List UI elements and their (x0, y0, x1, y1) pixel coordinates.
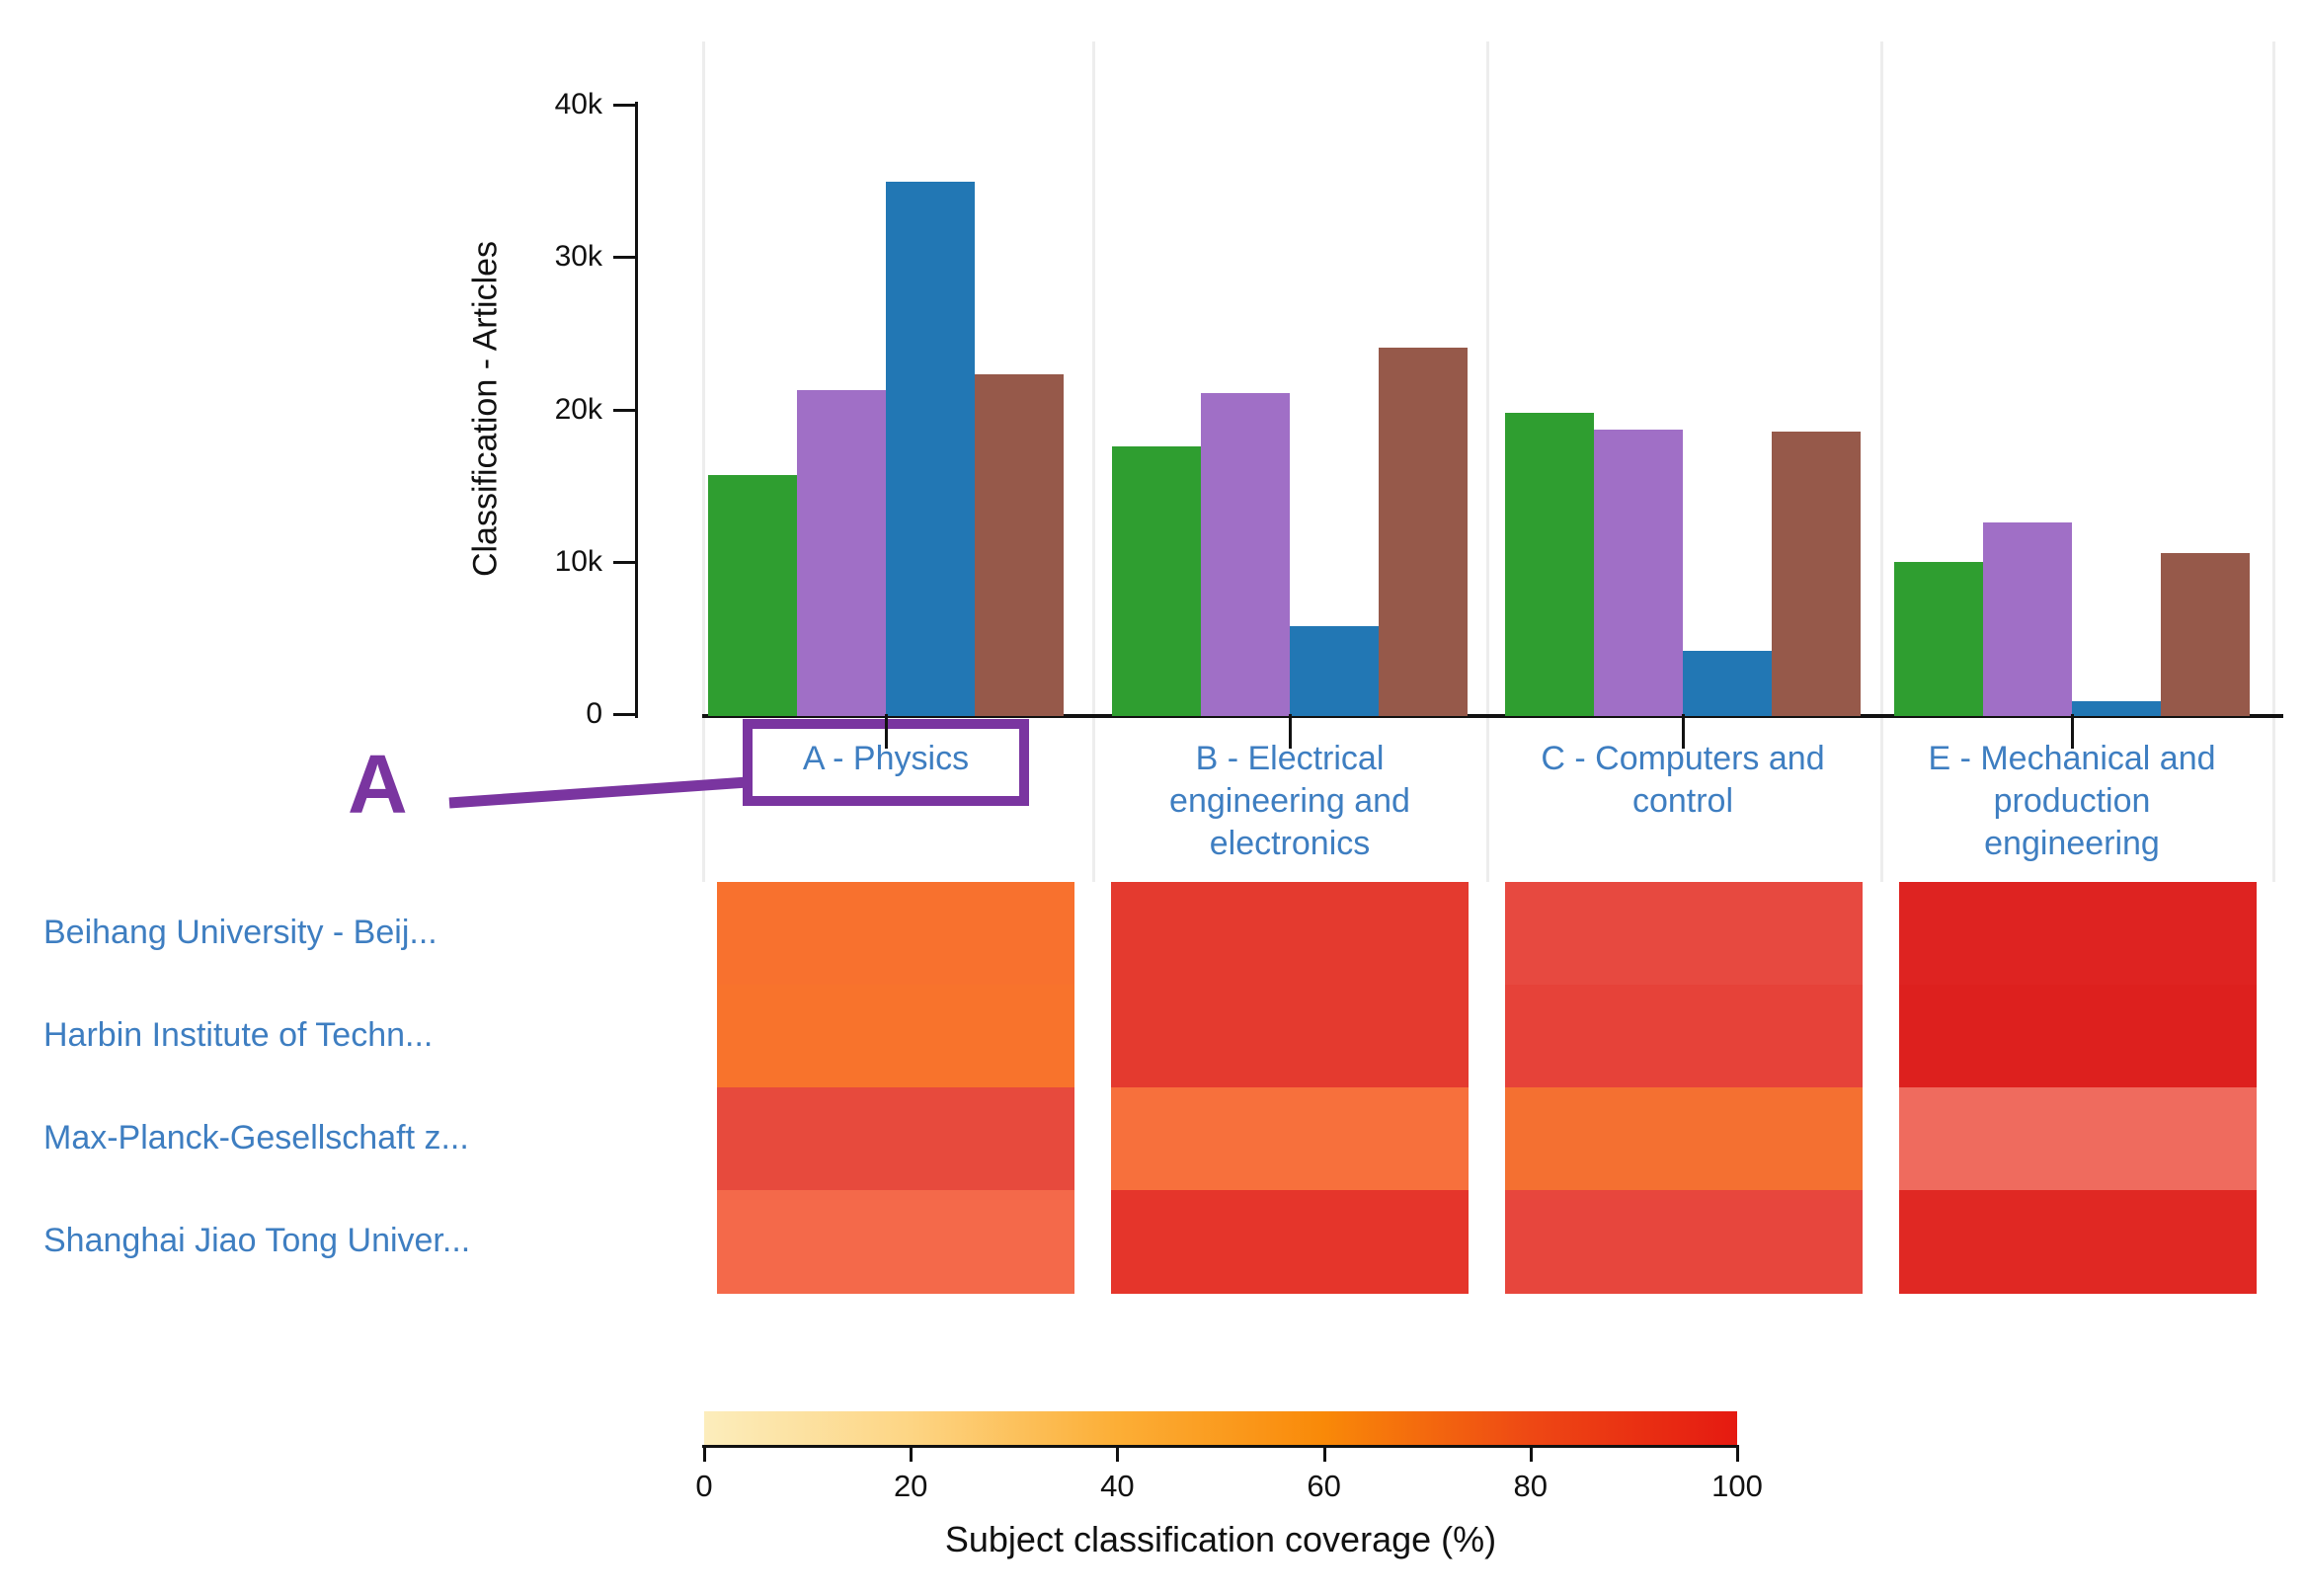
heatmap-cell-r1-c2[interactable] (1111, 882, 1469, 985)
category-label-line: A - Physics (802, 740, 970, 777)
bar-purple-cat-4[interactable] (1983, 522, 2072, 716)
category-label-line: B - Electrical (1195, 740, 1385, 777)
heatmap-row-label-1[interactable]: Beihang University - Beij... (43, 914, 437, 951)
category-separator-gridline (2272, 41, 2275, 882)
y-axis-title: Classification - Articles (466, 240, 505, 578)
bar-green-cat-2[interactable] (1112, 446, 1201, 716)
category-separator-gridline (1486, 41, 1489, 882)
colorbar-tick (1322, 1448, 1326, 1462)
colorbar-tick (1736, 1448, 1739, 1462)
bar-brown-cat-3[interactable] (1772, 432, 1861, 716)
heatmap-cell-r4-c4[interactable] (1899, 1190, 2257, 1294)
category-label-4[interactable]: E - Mechanical and production engineering (1865, 738, 2279, 865)
category-separator-gridline (1092, 41, 1095, 882)
colorbar-tick (703, 1448, 706, 1462)
y-axis-tick (613, 256, 635, 260)
y-axis-tick-label: 40k (554, 88, 602, 120)
heatmap-cell-r1-c1[interactable] (717, 882, 1074, 985)
colorbar-tick (1116, 1448, 1120, 1462)
heatmap-cell-r3-c1[interactable] (717, 1087, 1074, 1190)
x-axis-tick (1682, 714, 1685, 749)
heatmap-row-label-4[interactable]: Shanghai Jiao Tong Univer... (43, 1222, 471, 1259)
heatmap-cell-r2-c4[interactable] (1899, 985, 2257, 1087)
bar-blue-cat-2[interactable] (1290, 626, 1379, 716)
heatmap-row-label-3[interactable]: Max-Planck-Gesellschaft z... (43, 1119, 469, 1157)
heatmap-cell-r4-c2[interactable] (1111, 1190, 1469, 1294)
category-label-line: production (1993, 782, 2151, 820)
bar-brown-cat-1[interactable] (975, 374, 1064, 716)
heatmap-row-label-2[interactable]: Harbin Institute of Techn... (43, 1016, 434, 1054)
bar-blue-cat-1[interactable] (886, 182, 975, 716)
bar-purple-cat-2[interactable] (1201, 393, 1290, 716)
colorbar-axis-line (702, 1445, 1739, 1448)
heatmap-cell-r1-c3[interactable] (1505, 882, 1863, 985)
category-label-3[interactable]: C - Computers and control (1475, 738, 1890, 823)
category-label-line: control (1631, 782, 1734, 820)
y-axis-line (635, 102, 638, 718)
y-axis-tick-label: 30k (554, 240, 602, 274)
y-axis-tick-label: 0 (586, 697, 602, 730)
y-axis-tick (613, 560, 635, 564)
bar-brown-cat-2[interactable] (1379, 348, 1468, 716)
category-label-2[interactable]: B - Electrical engineering and electronics (1082, 738, 1497, 865)
category-label-line: engineering and (1169, 782, 1410, 820)
y-axis-tick-label: 10k (554, 544, 602, 578)
colorbar-tick-label: 100 (1711, 1469, 1763, 1503)
bar-brown-cat-4[interactable] (2161, 553, 2250, 716)
bar-blue-cat-4[interactable] (2072, 701, 2161, 716)
heatmap-cell-r2-c3[interactable] (1505, 985, 1863, 1087)
colorbar-tick-label: 40 (1100, 1469, 1135, 1503)
category-separator-gridline (1880, 41, 1883, 882)
bar-green-cat-4[interactable] (1894, 562, 1983, 716)
y-axis-tick (613, 408, 635, 412)
category-separator-gridline (702, 41, 705, 882)
category-label-line: engineering (1984, 825, 2160, 862)
category-label-line: C - Computers and (1541, 740, 1825, 777)
heatmap-cell-r4-c1[interactable] (717, 1190, 1074, 1294)
category-label-line: electronics (1209, 825, 1371, 862)
bar-purple-cat-1[interactable] (797, 390, 886, 716)
colorbar-gradient (704, 1411, 1737, 1445)
category-label-line: E - Mechanical and (1928, 740, 2216, 777)
x-axis-tick (885, 714, 888, 749)
category-label-1[interactable]: A - Physics (678, 738, 1093, 780)
bar-purple-cat-3[interactable] (1594, 430, 1683, 716)
heatmap-cell-r4-c3[interactable] (1505, 1190, 1863, 1294)
heatmap-cell-r3-c2[interactable] (1111, 1087, 1469, 1190)
colorbar-tick (1529, 1448, 1533, 1462)
bar-blue-cat-3[interactable] (1683, 651, 1772, 716)
heatmap-cell-r3-c3[interactable] (1505, 1087, 1863, 1190)
colorbar-tick-label: 60 (1307, 1469, 1341, 1503)
bar-green-cat-3[interactable] (1505, 413, 1594, 716)
y-axis-tick-label: 20k (554, 392, 602, 426)
x-axis-tick (1289, 714, 1292, 749)
colorbar-tick-label: 80 (1513, 1469, 1549, 1503)
colorbar-tick (910, 1448, 914, 1462)
bar-green-cat-1[interactable] (708, 475, 797, 716)
heatmap-cell-r2-c1[interactable] (717, 985, 1074, 1087)
x-axis-line (702, 714, 2283, 718)
y-axis-tick (613, 713, 635, 716)
heatmap-cell-r2-c2[interactable] (1111, 985, 1469, 1087)
x-axis-tick (2071, 714, 2074, 749)
colorbar-tick-label: 0 (695, 1469, 713, 1503)
heatmap-cell-r1-c4[interactable] (1899, 882, 2257, 985)
colorbar-title: Subject classification coverage (%) (944, 1519, 1497, 1559)
y-axis-tick (613, 104, 635, 107)
annotation-a-label: A (348, 738, 408, 831)
heatmap-cell-r3-c4[interactable] (1899, 1087, 2257, 1190)
colorbar-tick-label: 20 (893, 1469, 928, 1503)
